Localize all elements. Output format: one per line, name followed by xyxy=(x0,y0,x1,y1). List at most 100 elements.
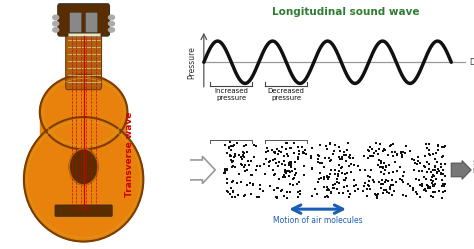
Point xyxy=(248,173,256,177)
Point xyxy=(438,184,446,188)
Point xyxy=(327,158,335,162)
Point xyxy=(249,183,256,187)
Point xyxy=(274,152,282,156)
Point xyxy=(392,181,400,185)
Point xyxy=(343,171,351,175)
Point xyxy=(388,178,395,182)
Point xyxy=(400,170,407,174)
Point xyxy=(368,154,376,158)
Point xyxy=(410,168,418,172)
Point xyxy=(280,173,288,177)
Point xyxy=(384,179,392,183)
Point xyxy=(281,159,288,163)
Point xyxy=(231,165,239,169)
Point xyxy=(296,192,304,196)
Point xyxy=(414,155,422,159)
Point xyxy=(385,191,393,195)
Point xyxy=(402,144,410,148)
Point xyxy=(227,192,234,196)
Point xyxy=(429,152,437,156)
Point xyxy=(231,154,239,158)
Point xyxy=(355,164,362,168)
Point xyxy=(280,154,288,158)
Point xyxy=(433,170,440,174)
Point xyxy=(317,171,324,175)
Point xyxy=(389,193,396,197)
Point xyxy=(323,194,331,198)
Point xyxy=(267,159,274,163)
Point xyxy=(229,190,237,194)
Point xyxy=(424,186,432,190)
Point xyxy=(342,153,350,157)
Point xyxy=(383,164,390,168)
Point xyxy=(230,143,237,147)
Point xyxy=(266,184,273,188)
Point xyxy=(237,180,245,184)
Point xyxy=(419,182,426,186)
Point xyxy=(399,174,407,178)
Point xyxy=(226,145,233,149)
Point xyxy=(279,188,286,192)
Point xyxy=(274,164,282,168)
Point xyxy=(435,148,442,152)
Ellipse shape xyxy=(109,15,115,20)
Point xyxy=(229,159,237,163)
Point xyxy=(273,196,281,200)
Point xyxy=(278,162,286,166)
Point xyxy=(323,187,331,191)
Point xyxy=(251,155,258,159)
Point xyxy=(427,153,434,157)
Point xyxy=(237,155,245,159)
Point xyxy=(343,176,350,180)
Point xyxy=(422,142,429,146)
Point xyxy=(439,154,447,158)
FancyArrow shape xyxy=(451,161,471,179)
Point xyxy=(441,188,448,192)
Point xyxy=(375,158,383,162)
Point xyxy=(299,151,307,155)
Point xyxy=(415,169,422,173)
Point xyxy=(382,148,389,152)
Point xyxy=(441,162,449,166)
Point xyxy=(270,150,278,154)
Point xyxy=(387,143,394,147)
Point xyxy=(335,191,343,195)
Point xyxy=(401,151,409,155)
Point xyxy=(320,175,328,179)
Point xyxy=(343,148,350,152)
Point xyxy=(427,186,434,190)
Point xyxy=(228,148,235,152)
Point xyxy=(336,157,344,161)
Point xyxy=(287,163,294,167)
Point xyxy=(241,193,249,197)
Point xyxy=(379,165,386,169)
Point xyxy=(273,195,280,199)
Point xyxy=(380,161,388,165)
Point xyxy=(269,159,277,163)
Point xyxy=(327,191,335,195)
Point xyxy=(327,142,334,146)
Point xyxy=(410,158,418,162)
Point xyxy=(291,160,299,164)
FancyBboxPatch shape xyxy=(58,4,109,36)
Point xyxy=(424,170,431,174)
Point xyxy=(294,157,301,161)
Point xyxy=(282,168,289,172)
Point xyxy=(372,149,380,153)
Point xyxy=(409,186,417,190)
Point xyxy=(316,154,323,158)
Point xyxy=(370,178,377,182)
FancyBboxPatch shape xyxy=(66,30,101,90)
Point xyxy=(414,159,422,163)
Point xyxy=(400,180,407,184)
Point xyxy=(361,154,368,158)
Point xyxy=(294,145,301,149)
Point xyxy=(228,195,236,199)
Point xyxy=(399,193,407,197)
Point xyxy=(275,149,283,153)
Point xyxy=(238,158,246,162)
Point xyxy=(356,168,364,172)
Point xyxy=(376,142,384,146)
Point xyxy=(386,187,394,191)
Point xyxy=(292,160,299,164)
